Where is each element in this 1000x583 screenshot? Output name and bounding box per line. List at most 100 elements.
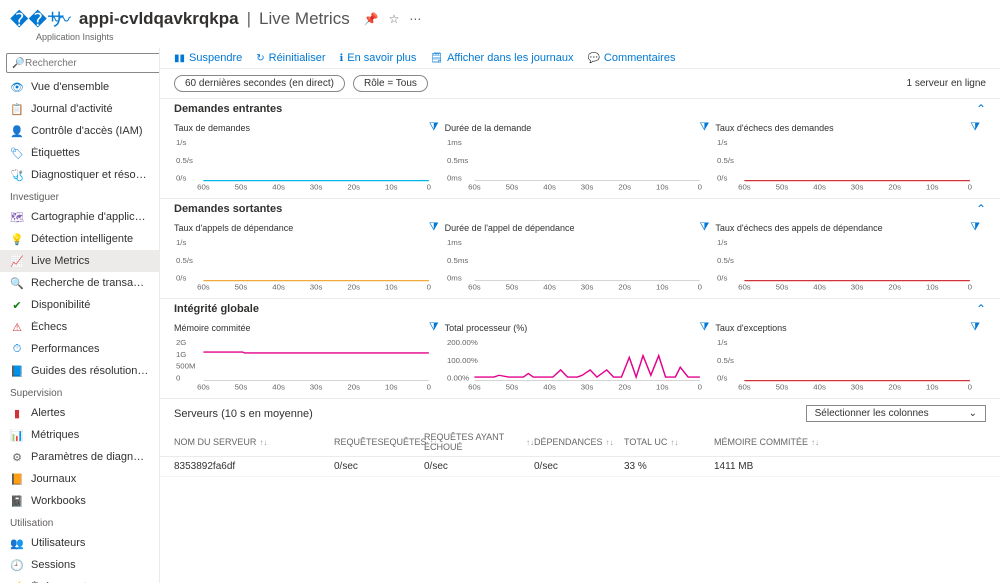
sort-icon[interactable]: ↑↓ — [811, 438, 819, 447]
collapse-icon[interactable]: ⌃ — [976, 202, 986, 216]
svg-text:60s: 60s — [468, 383, 481, 392]
svg-text:60s: 60s — [468, 283, 481, 292]
nav-item[interactable]: ⚠Échecs — [0, 316, 159, 338]
chart-cell: Taux d'exceptions⧩1/s0.5/s0/s60s50s40s30… — [715, 319, 986, 394]
nav-item[interactable]: ⚡Événements — [0, 576, 159, 583]
svg-text:0/s: 0/s — [176, 174, 187, 183]
chart-cell: Mémoire commitée⧩2G1G500M060s50s40s30s20… — [174, 319, 445, 394]
svg-text:500M: 500M — [176, 362, 196, 371]
sort-icon[interactable]: ↑↓ — [670, 438, 678, 447]
logs-icon: 🗒 — [430, 53, 443, 64]
reset-button[interactable]: ↻Réinitialiser — [256, 52, 325, 64]
nav-item[interactable]: ⏱Performances — [0, 338, 159, 360]
svg-text:60s: 60s — [738, 383, 751, 392]
servers-section-title: Serveurs (10 s en moyenne) — [174, 408, 313, 420]
role-filter-pill[interactable]: Rôle = Tous — [353, 75, 428, 92]
nav-item[interactable]: 💡Détection intelligente — [0, 228, 159, 250]
nav-item[interactable]: 📊Métriques — [0, 424, 159, 446]
nav-item[interactable]: 📙Journaux — [0, 468, 159, 490]
sort-icon[interactable]: ↑↓ — [606, 438, 614, 447]
pin-icon[interactable]: 📌 — [364, 12, 379, 26]
svg-text:30s: 30s — [580, 183, 593, 192]
nav-item[interactable]: 🩺Diagnostiquer et résoudre les p... — [0, 164, 159, 186]
svg-text:0.5ms: 0.5ms — [447, 256, 469, 265]
nav-item[interactable]: 🔍 Recherche de transactions — [0, 272, 159, 294]
svg-text:60s: 60s — [738, 183, 751, 192]
section-title: Intégrité globale — [174, 303, 259, 315]
nav-label: Cartographie d'application — [31, 211, 149, 223]
star-icon[interactable]: ☆ — [389, 12, 400, 26]
server-row[interactable]: 8353892fa6df 0/sec 0/sec 0/sec 33 % 1411… — [160, 457, 1000, 477]
filter-icon[interactable]: ⧩ — [970, 221, 980, 234]
nav-label: Recherche de transactions — [31, 277, 149, 289]
comments-button[interactable]: 💬Commentaires — [587, 52, 675, 64]
collapse-icon[interactable]: ⌃ — [976, 102, 986, 116]
select-columns-dropdown[interactable]: Sélectionner les colonnes ⌄ — [806, 405, 986, 422]
filter-icon[interactable]: ⧩ — [970, 321, 980, 334]
chart-title: Total processeur (%) — [445, 323, 700, 333]
filter-icon[interactable]: ⧩ — [700, 121, 710, 134]
svg-text:0: 0 — [697, 283, 701, 292]
nav-item[interactable]: 📋Journal d'activité — [0, 98, 159, 120]
filter-icon[interactable]: ⧩ — [429, 121, 439, 134]
filter-icon[interactable]: ⧩ — [429, 321, 439, 334]
nav-item[interactable]: 👥Utilisateurs — [0, 532, 159, 554]
section-header[interactable]: Demandes entrantes⌃ — [160, 98, 1000, 119]
svg-text:10s: 10s — [656, 283, 669, 292]
sort-icon[interactable]: ↑↓ — [259, 438, 267, 447]
svg-text:10s: 10s — [385, 383, 398, 392]
svg-text:0: 0 — [427, 183, 431, 192]
filter-icon[interactable]: ⧩ — [700, 321, 710, 334]
app-insights-icon: 〰 — [53, 6, 71, 32]
nav-item[interactable]: ✔Disponibilité — [0, 294, 159, 316]
pause-button[interactable]: ▮▮Suspendre — [174, 52, 242, 64]
time-range-pill[interactable]: 60 dernières secondes (en direct) — [174, 75, 345, 92]
chart-title: Mémoire commitée — [174, 323, 429, 333]
svg-text:100.00%: 100.00% — [447, 356, 478, 365]
svg-text:60s: 60s — [738, 283, 751, 292]
filter-icon[interactable]: ⧩ — [429, 221, 439, 234]
nav-icon: ⚠ — [10, 320, 24, 334]
nav-item[interactable]: 🗺Cartographie d'application — [0, 206, 159, 228]
content-area: ▮▮Suspendre ↻Réinitialiser ℹEn savoir pl… — [160, 48, 1000, 583]
learn-more-button[interactable]: ℹEn savoir plus — [339, 52, 416, 64]
nav-item[interactable]: 📓Workbooks — [0, 490, 159, 512]
svg-text:20s: 20s — [889, 283, 902, 292]
collapse-icon[interactable]: ⌃ — [976, 302, 986, 316]
nav-item[interactable]: 👁Vue d'ensemble — [0, 76, 159, 98]
nav-label: Alertes — [31, 407, 65, 419]
nav-icon: 📙 — [10, 472, 24, 486]
nav-item[interactable]: 📘Guides des résolutions des problèmes (p… — [0, 360, 159, 382]
nav-label: Étiquettes — [31, 147, 80, 159]
sidebar: 🔎 « 👁Vue d'ensemble📋Journal d'activité👤C… — [0, 48, 160, 583]
section-header[interactable]: Intégrité globale ⌃ — [160, 298, 1000, 319]
svg-text:60s: 60s — [468, 183, 481, 192]
chart-svg: 1/s0.5/s0/s60s50s40s30s20s10s0 — [174, 136, 439, 194]
svg-text:0: 0 — [427, 383, 431, 392]
nav-icon: 🔍 — [10, 276, 24, 290]
filter-icon[interactable]: ⧩ — [700, 221, 710, 234]
svg-text:0/s: 0/s — [717, 174, 728, 183]
svg-text:0ms: 0ms — [447, 274, 462, 283]
comment-icon: 💬 — [587, 53, 599, 64]
svg-text:30s: 30s — [310, 283, 323, 292]
svg-text:0/s: 0/s — [717, 374, 728, 383]
nav-icon: 👤 — [10, 124, 24, 138]
svg-text:1/s: 1/s — [717, 338, 728, 347]
nav-item[interactable]: 📈Live Metrics — [0, 250, 159, 272]
chart-cell: Durée de l'appel de dépendance⧩1ms0.5ms0… — [445, 219, 716, 294]
nav-item[interactable]: ⚙Paramètres de diagnostic — [0, 446, 159, 468]
nav-item[interactable]: 👤Contrôle d'accès (IAM) — [0, 120, 159, 142]
servers-table-header: NOM DU SERVEUR↑↓ REQUÊTESEQUÊTES↑↓ REQUÊ… — [160, 428, 1000, 457]
svg-text:0.5/s: 0.5/s — [176, 156, 193, 165]
nav-item[interactable]: ▮Alertes — [0, 402, 159, 424]
filter-icon[interactable]: ⧩ — [970, 121, 980, 134]
more-icon[interactable]: ⋯ — [409, 12, 421, 26]
section-header[interactable]: Demandes sortantes⌃ — [160, 198, 1000, 219]
svg-text:20s: 20s — [347, 183, 360, 192]
sort-icon[interactable]: ↑↓ — [526, 438, 534, 447]
show-in-logs-button[interactable]: 🗒Afficher dans les journaux — [430, 52, 573, 64]
search-input[interactable] — [6, 53, 160, 73]
nav-item[interactable]: 🏷Étiquettes — [0, 142, 159, 164]
chart-cell: Taux d'échecs des demandes⧩1/s0.5/s0/s60… — [715, 119, 986, 194]
